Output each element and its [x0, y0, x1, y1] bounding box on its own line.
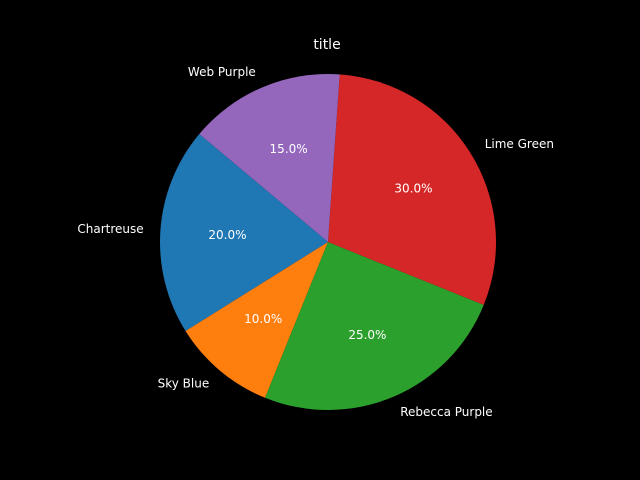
- pie-slice-web-purple: [199, 74, 340, 242]
- pie-slice-rebecca-purple: [265, 242, 484, 411]
- percent-label-sky-blue: 10.0%: [244, 312, 282, 326]
- percent-label-web-purple: 15.0%: [270, 142, 308, 156]
- percent-label-chartreuse: 20.0%: [208, 228, 246, 242]
- pie-slice-lime-green: [328, 74, 497, 305]
- slice-label-sky-blue: Sky Blue: [158, 377, 210, 391]
- slice-label-rebecca-purple: Rebecca Purple: [400, 405, 492, 419]
- slice-label-web-purple: Web Purple: [188, 65, 256, 79]
- slice-label-chartreuse: Chartreuse: [77, 222, 143, 236]
- percent-label-rebecca-purple: 25.0%: [348, 328, 386, 342]
- pie-labels: Chartreuse 20.0% Sky Blue 10.0% Rebecca Purp…: [77, 65, 554, 419]
- percent-label-lime-green: 30.0%: [394, 182, 432, 196]
- pie-slice-sky-blue: [185, 242, 328, 398]
- pie-slices: [159, 74, 497, 411]
- chart-title: title: [313, 37, 340, 53]
- slice-label-lime-green: Lime Green: [485, 137, 554, 151]
- pie-slice-chartreuse: [159, 134, 328, 332]
